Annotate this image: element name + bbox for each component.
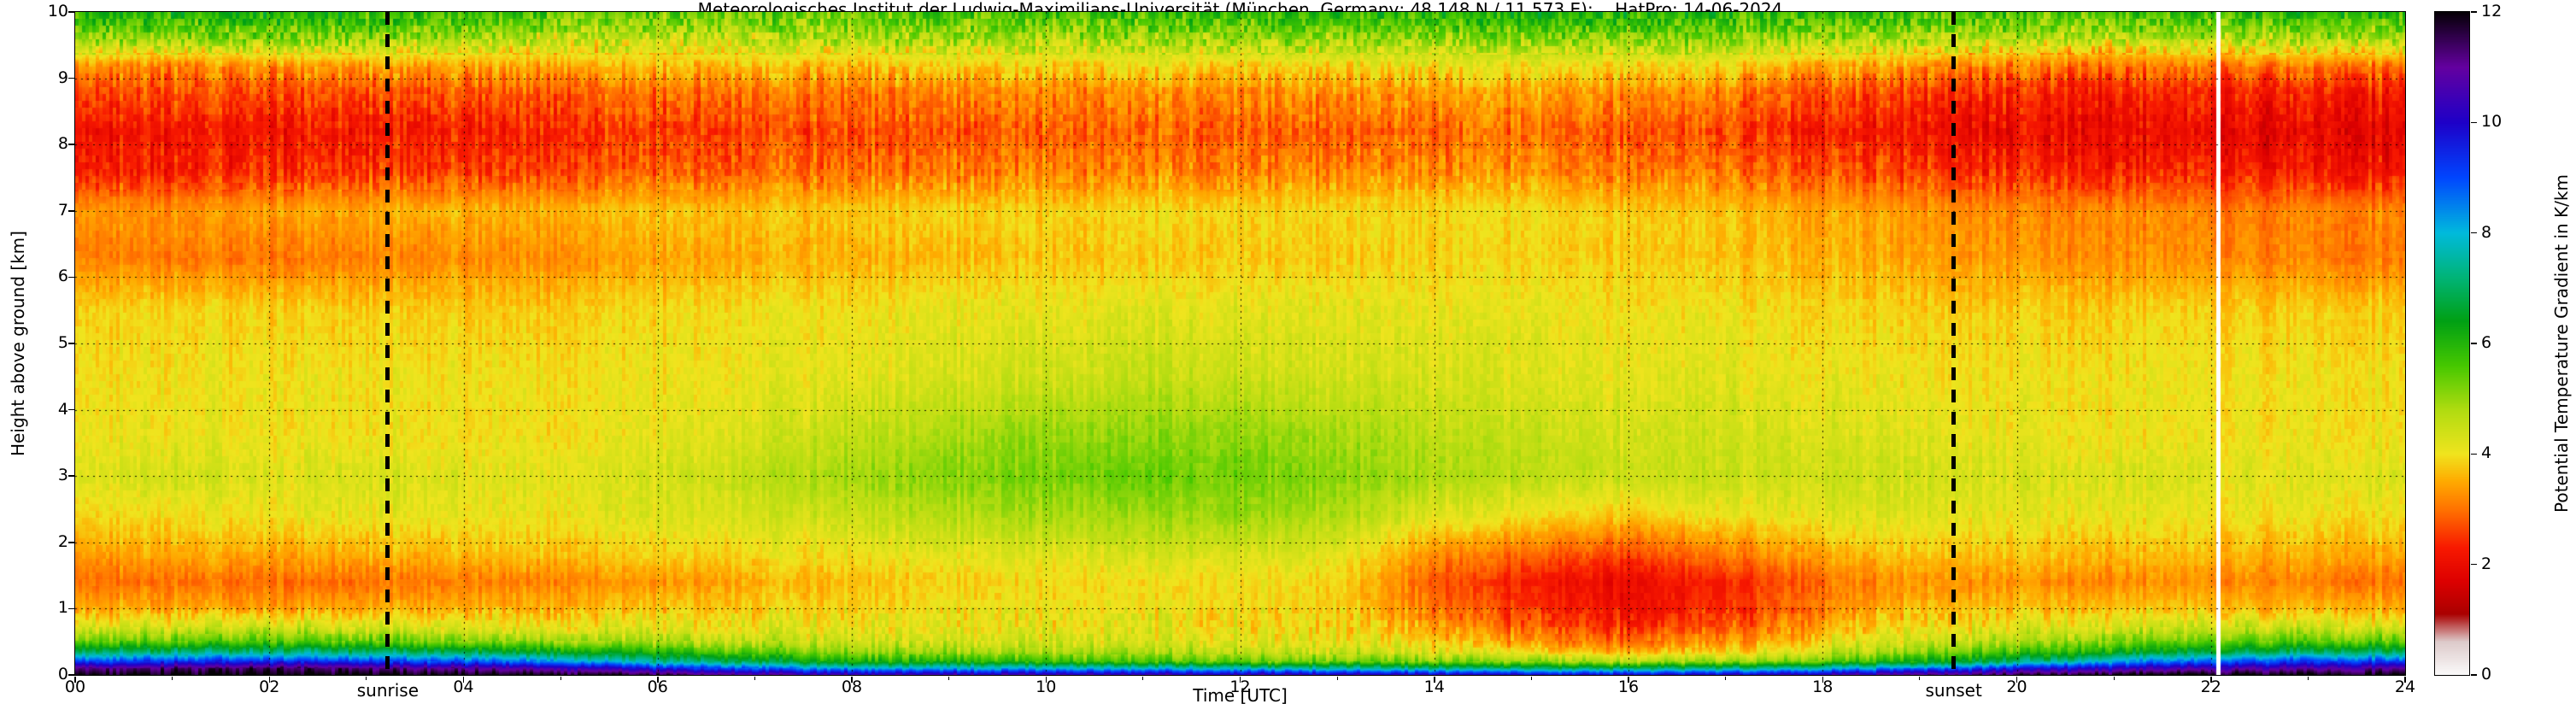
colorbar-tick-label: 4 [2481,443,2492,463]
colorbar [2433,10,2470,676]
x-minor-tick-mark [1919,676,1921,680]
colorbar-tick-mark [2470,674,2477,676]
x-minor-tick-mark [2307,676,2309,680]
x-tick-label: 00 [64,678,86,696]
x-minor-tick-mark [1336,676,1338,680]
x-tick-label: 08 [841,678,863,696]
colorbar-tick-mark [2470,232,2477,234]
x-tick-mark [1822,676,1823,683]
x-tick-label: 14 [1423,678,1445,696]
colorbar-tick-mark [2470,343,2477,344]
x-tick-mark [657,676,659,683]
x-minor-tick-mark [366,676,367,680]
colorbar-tick-label: 12 [2481,2,2503,21]
colorbar-tick-mark [2470,563,2477,566]
x-axis-label: Time [UTC] [1193,685,1288,704]
x-tick-label: 10 [1036,678,1057,696]
x-tick-mark [1239,676,1241,683]
y-tick-label: 0 [57,665,68,683]
y-tick-mark [67,276,74,279]
colorbar-tick-label: 8 [2481,222,2492,242]
x-tick-label: 22 [2200,678,2221,696]
y-tick-mark [67,475,74,477]
x-tick-mark [1434,676,1435,683]
y-tick-mark [67,144,74,145]
y-tick-label: 1 [57,598,68,618]
x-tick-label: 06 [647,678,668,696]
x-tick-label: 24 [2394,678,2416,696]
colorbar-tick-mark [2470,121,2477,124]
x-minor-tick-mark [754,676,755,680]
sunset-line [1951,11,1956,675]
y-tick-label: 6 [57,267,68,286]
y-tick-label: 5 [57,333,68,352]
heatmap-plot [73,10,2406,676]
colorbar-tick-label: 10 [2481,112,2503,132]
x-tick-mark [1628,676,1629,683]
y-tick-mark [67,343,74,344]
x-tick-label: 16 [1617,678,1640,696]
y-tick-mark [67,607,74,610]
x-tick-mark [268,676,270,683]
x-tick-mark [2404,676,2406,683]
y-tick-mark [67,11,74,13]
colorbar-tick-label: 6 [2481,333,2492,352]
y-tick-label: 10 [47,2,68,21]
x-tick-mark [2210,676,2212,683]
x-tick-label: 02 [259,678,280,696]
x-tick-label: 04 [453,678,474,696]
x-minor-tick-mark [560,676,561,680]
y-tick-mark [67,408,74,411]
x-tick-label: 12 [1229,678,1251,696]
heatmap-canvas [74,11,2405,675]
colorbar-tick-mark [2470,453,2477,455]
x-tick-label: 20 [2006,678,2027,696]
colorbar-canvas [2434,11,2469,675]
y-tick-label: 3 [57,466,68,485]
x-tick-mark [462,676,465,683]
y-tick-mark [67,77,74,79]
x-tick-mark [1045,676,1047,683]
y-tick-label: 2 [57,531,68,551]
x-tick-label: 18 [1812,678,1834,696]
x-minor-tick-mark [948,676,950,680]
y-tick-label: 4 [57,399,68,419]
y-tick-mark [67,210,74,212]
colorbar-tick-mark [2470,11,2477,13]
x-minor-tick-mark [1530,676,1532,680]
x-minor-tick-mark [172,676,173,680]
x-minor-tick-mark [2113,676,2115,680]
x-minor-tick-mark [1725,676,1727,680]
sunrise-line [384,11,390,675]
y-tick-mark [67,542,74,543]
y-tick-label: 7 [57,200,68,220]
colorbar-label: Potential Temperature Gradient in K/km [2551,174,2572,513]
colorbar-tick-label: 2 [2481,554,2492,573]
x-tick-mark [2016,676,2018,683]
y-tick-label: 9 [57,67,68,87]
colorbar-tick-label: 0 [2481,665,2492,683]
y-tick-mark [67,674,74,676]
x-tick-mark [851,676,853,683]
sunrise-annotation: sunrise [356,680,419,701]
x-tick-mark [74,676,76,683]
x-minor-tick-mark [1142,676,1144,680]
sunset-annotation: sunset [1925,680,1982,701]
y-tick-label: 8 [57,134,68,154]
y-axis-label: Height above ground [km] [8,231,28,456]
